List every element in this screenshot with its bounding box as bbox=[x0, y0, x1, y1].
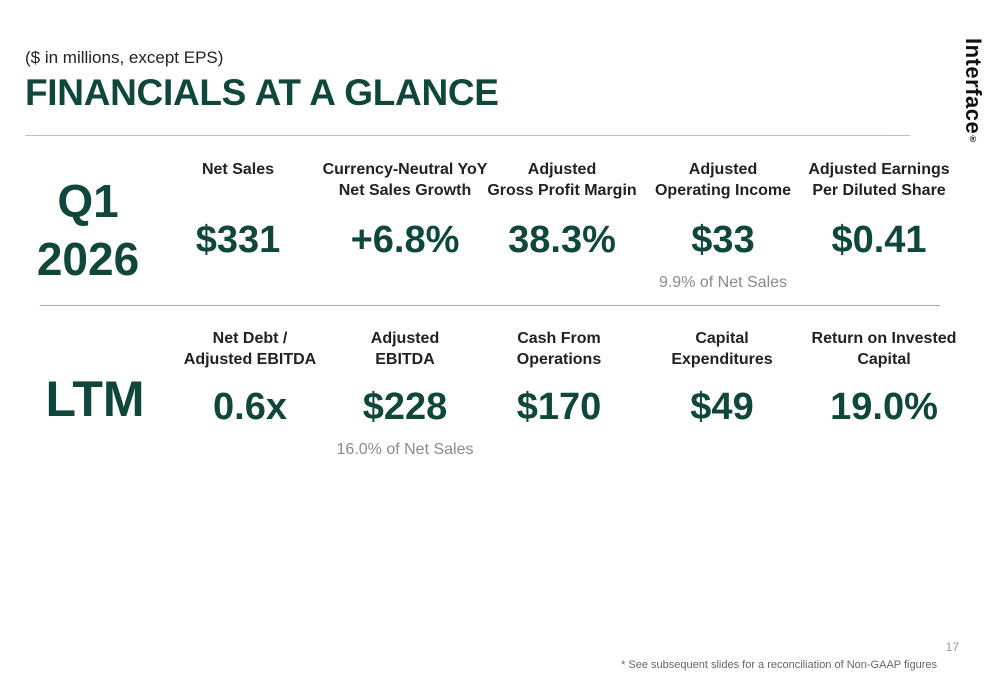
header-divider bbox=[25, 135, 910, 136]
metric-value: $49 bbox=[690, 386, 754, 428]
registered-mark: ® bbox=[968, 134, 978, 145]
metric-label: Net Debt / Adjusted EBITDA bbox=[183, 330, 317, 368]
metric-value: +6.8% bbox=[350, 219, 460, 261]
metric-value: 0.6x bbox=[213, 386, 287, 428]
metric-label: Capital Expenditures bbox=[671, 330, 773, 368]
metric-value: $331 bbox=[195, 219, 281, 261]
metric-note: 9.9% of Net Sales bbox=[658, 274, 788, 291]
period-label-ltm: LTM bbox=[45, 371, 145, 427]
metric-capital-expenditures: Capital Expenditures $49 bbox=[637, 328, 807, 428]
metric-return-on-invested-capital: Return on Invested Capital 19.0% bbox=[799, 328, 969, 428]
metric-label: Cash From Operations bbox=[516, 330, 602, 368]
metric-net-debt-ebitda: Net Debt / Adjusted EBITDA 0.6x bbox=[165, 328, 335, 428]
metric-note: 16.0% of Net Sales bbox=[336, 441, 474, 458]
metric-label: Adjusted Earnings Per Diluted Share bbox=[808, 161, 950, 199]
page-number: 17 bbox=[945, 640, 959, 654]
logo-text: Interface bbox=[961, 38, 986, 135]
metric-operating-income: Adjusted Operating Income $33 9.9% of Ne… bbox=[638, 159, 808, 291]
section-divider bbox=[40, 305, 940, 306]
footnote: * See subsequent slides for a reconcilia… bbox=[621, 659, 937, 671]
metric-earnings-per-share: Adjusted Earnings Per Diluted Share $0.4… bbox=[794, 159, 964, 261]
metric-value: 19.0% bbox=[830, 386, 938, 428]
metric-label: Return on Invested Capital bbox=[811, 330, 957, 368]
metric-value: $33 bbox=[691, 219, 755, 261]
metric-label: Adjusted Gross Profit Margin bbox=[487, 161, 637, 199]
metric-label: Currency-Neutral YoY Net Sales Growth bbox=[322, 161, 488, 199]
metric-value: $0.41 bbox=[831, 219, 927, 261]
metric-gross-profit-margin: Adjusted Gross Profit Margin 38.3% bbox=[477, 159, 647, 261]
metric-net-sales: Net Sales $331 bbox=[153, 159, 323, 261]
metric-adjusted-ebitda: Adjusted EBITDA $228 16.0% of Net Sales bbox=[320, 328, 490, 458]
metric-currency-neutral-growth: Currency-Neutral YoY Net Sales Growth +6… bbox=[320, 159, 490, 261]
metric-label: Net Sales bbox=[201, 161, 275, 178]
metric-value: $170 bbox=[516, 386, 602, 428]
metric-value: 38.3% bbox=[508, 219, 616, 261]
metric-label: Adjusted EBITDA bbox=[370, 330, 440, 368]
metric-value: $228 bbox=[362, 386, 448, 428]
company-logo: Interface® bbox=[960, 38, 986, 145]
units-subtitle: ($ in millions, except EPS) bbox=[25, 48, 224, 67]
metric-label: Adjusted Operating Income bbox=[654, 161, 792, 199]
metric-cash-from-operations: Cash From Operations $170 bbox=[474, 328, 644, 428]
period-label-q1: Q1 2026 bbox=[36, 175, 140, 285]
page-title: FINANCIALS AT A GLANCE bbox=[25, 72, 499, 113]
